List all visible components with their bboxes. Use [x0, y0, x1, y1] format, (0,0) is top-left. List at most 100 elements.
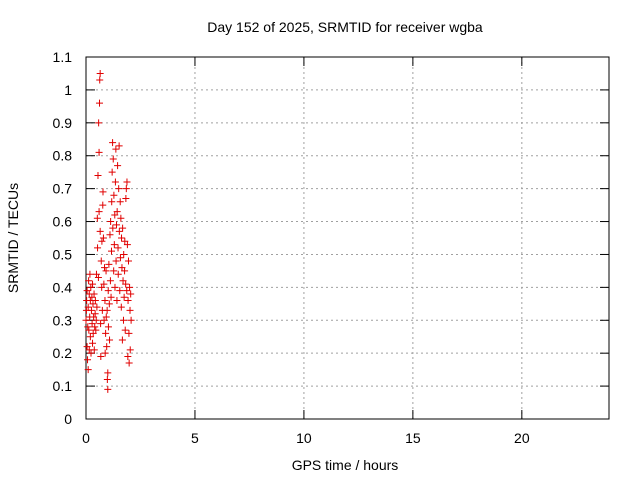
- data-point: [96, 69, 104, 77]
- data-point: [94, 273, 102, 281]
- axis-ticks: 0 0.1 0.2 0.3 0.4 0.5 0.6 0.7 0.8 0.9 1 1.1 0 5 10 15 20: [53, 49, 609, 446]
- data-point: [82, 316, 90, 324]
- data-point: [89, 280, 97, 288]
- x-tick-label: 5: [191, 430, 199, 446]
- data-point: [113, 208, 121, 216]
- data-point: [126, 283, 134, 291]
- data-point: [106, 231, 114, 239]
- data-point: [95, 208, 103, 216]
- data-point: [91, 310, 99, 318]
- data-point: [99, 201, 107, 209]
- data-point: [109, 224, 117, 232]
- data-point: [107, 247, 115, 255]
- data-point: [113, 221, 121, 229]
- data-point: [106, 277, 114, 285]
- y-axis-label: SRMTID / TECUs: [5, 183, 21, 293]
- y-tick-label: 0.1: [53, 378, 73, 394]
- data-point: [111, 283, 119, 291]
- data-point: [126, 346, 134, 354]
- data-point: [84, 356, 92, 364]
- data-point: [109, 139, 117, 147]
- data-point: [109, 155, 117, 163]
- data-point: [93, 303, 101, 311]
- data-point: [117, 214, 125, 222]
- data-point: [85, 326, 93, 334]
- x-tick-label: 10: [296, 430, 312, 446]
- data-point: [104, 385, 112, 393]
- data-point: [121, 326, 129, 334]
- data-point: [104, 323, 112, 331]
- data-point: [124, 352, 132, 360]
- data-point: [99, 188, 107, 196]
- data-point: [111, 178, 119, 186]
- data-point: [122, 195, 130, 203]
- data-point: [98, 237, 106, 245]
- data-point: [106, 336, 114, 344]
- data-point: [104, 287, 112, 295]
- x-tick-label: 20: [514, 430, 530, 446]
- data-point: [124, 257, 132, 265]
- data-point: [123, 178, 131, 186]
- data-point: [126, 306, 134, 314]
- data-point: [112, 257, 120, 265]
- data-point: [114, 244, 122, 252]
- data-point: [105, 260, 113, 268]
- y-tick-label: 0.9: [53, 115, 73, 131]
- data-point: [97, 257, 105, 265]
- data-point: [114, 162, 122, 170]
- data-point: [108, 198, 116, 206]
- data-point: [122, 185, 130, 193]
- data-point: [99, 234, 107, 242]
- data-point: [114, 270, 122, 278]
- data-point: [84, 303, 92, 311]
- data-point: [115, 142, 123, 150]
- data-point: [95, 148, 103, 156]
- data-point: [117, 303, 125, 311]
- data-point: [121, 267, 129, 275]
- data-point: [112, 145, 120, 153]
- data-point: [102, 313, 110, 321]
- data-point: [122, 280, 130, 288]
- data-point: [102, 267, 110, 275]
- data-point: [89, 339, 97, 347]
- data-point: [115, 185, 123, 193]
- data-point: [125, 359, 133, 367]
- data-point: [84, 366, 92, 374]
- data-point: [116, 287, 124, 295]
- data-point: [110, 191, 118, 199]
- data-point: [123, 241, 131, 249]
- data-point: [100, 280, 108, 288]
- data-point: [103, 376, 111, 384]
- data-point: [107, 218, 115, 226]
- data-point: [96, 227, 104, 235]
- data-point: [108, 168, 116, 176]
- y-tick-label: 1: [64, 82, 72, 98]
- data-point: [94, 171, 102, 179]
- data-point: [124, 297, 132, 305]
- data-point: [91, 323, 99, 331]
- data-point: [110, 267, 118, 275]
- data-point: [91, 297, 99, 305]
- x-axis-label: GPS time / hours: [292, 457, 399, 473]
- y-tick-label: 0.5: [53, 246, 73, 262]
- data-point: [105, 300, 113, 308]
- data-point: [110, 241, 118, 249]
- data-point: [94, 244, 102, 252]
- data-point: [90, 290, 98, 298]
- data-point: [127, 290, 135, 298]
- data-point: [119, 224, 127, 232]
- data-point: [97, 320, 105, 328]
- data-point: [95, 119, 103, 127]
- data-point: [113, 297, 121, 305]
- data-point: [101, 264, 109, 272]
- data-point: [125, 329, 133, 337]
- data-point: [118, 234, 126, 242]
- y-tick-label: 0: [64, 411, 72, 427]
- data-point: [87, 283, 95, 291]
- data-point: [92, 326, 100, 334]
- data-point: [97, 352, 105, 360]
- data-point: [102, 329, 110, 337]
- y-tick-label: 0.7: [53, 181, 73, 197]
